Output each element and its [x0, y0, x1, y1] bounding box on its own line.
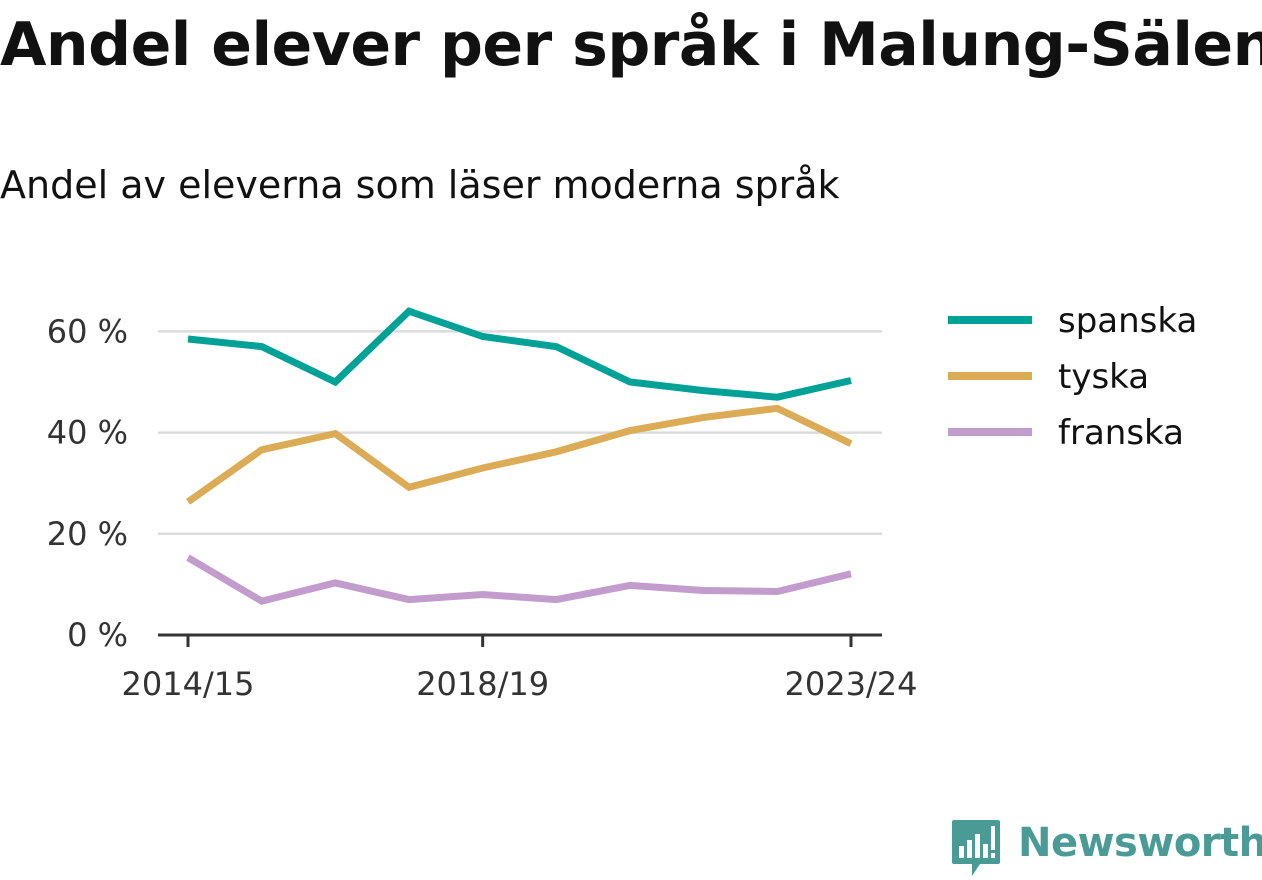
- brand-name: Newsworthy: [1018, 820, 1262, 866]
- chart-subtitle: Andel av eleverna som läser moderna språ…: [0, 163, 840, 207]
- brand: Newsworthy: [950, 818, 1262, 880]
- y-axis-ticks: 0 % 20 % 40 % 60 %: [47, 312, 128, 654]
- y-tick-label: 0 %: [67, 616, 128, 654]
- chart-title: Andel elever per språk i Malung-Sälen: [0, 10, 1262, 80]
- y-tick-label: 60 %: [47, 312, 128, 350]
- legend: spanska tyska franska: [948, 301, 1197, 453]
- x-tick-label: 2018/19: [416, 665, 549, 703]
- series-lines: [185, 307, 853, 605]
- series-line-spanska: [187, 307, 852, 401]
- grid-lines: [158, 330, 882, 536]
- y-tick-label: 40 %: [47, 414, 128, 452]
- series-line-tyska: [185, 404, 853, 505]
- legend-label-tyska: tyska: [1058, 357, 1149, 397]
- x-tick-label: 2023/24: [785, 665, 918, 703]
- newsworthy-logo-icon: [952, 820, 1000, 876]
- y-tick-label: 20 %: [47, 515, 128, 553]
- x-tick-label: 2014/15: [122, 665, 255, 703]
- legend-label-spanska: spanska: [1058, 301, 1197, 341]
- x-axis: 2014/15 2018/19 2023/24: [122, 633, 918, 703]
- series-line-franska: [186, 554, 852, 605]
- legend-label-franska: franska: [1058, 413, 1184, 453]
